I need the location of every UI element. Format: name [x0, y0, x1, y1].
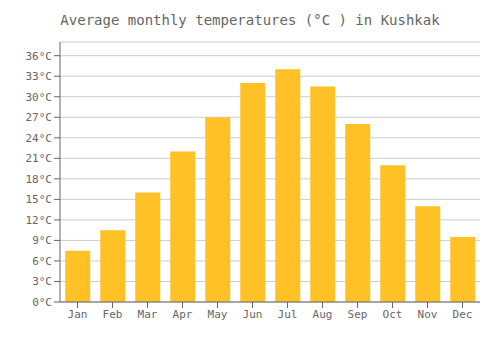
svg-text:Aug: Aug	[313, 308, 333, 321]
svg-text:21°C: 21°C	[26, 152, 53, 165]
svg-text:Oct: Oct	[383, 308, 403, 321]
svg-text:18°C: 18°C	[26, 173, 53, 186]
svg-text:9°C: 9°C	[32, 234, 52, 247]
svg-text:30°C: 30°C	[26, 91, 53, 104]
svg-text:27°C: 27°C	[26, 111, 53, 124]
svg-text:Dec: Dec	[453, 308, 473, 321]
svg-text:36°C: 36°C	[26, 50, 53, 63]
svg-text:6°C: 6°C	[32, 255, 52, 268]
svg-text:Apr: Apr	[173, 308, 193, 321]
svg-text:15°C: 15°C	[26, 193, 53, 206]
svg-text:Jan: Jan	[68, 308, 88, 321]
svg-text:Mar: Mar	[138, 308, 158, 321]
svg-text:Jul: Jul	[278, 308, 298, 321]
svg-text:May: May	[208, 308, 228, 321]
svg-text:Nov: Nov	[418, 308, 438, 321]
svg-text:33°C: 33°C	[26, 70, 53, 83]
svg-text:Jun: Jun	[243, 308, 263, 321]
svg-text:Sep: Sep	[348, 308, 368, 321]
svg-text:24°C: 24°C	[26, 132, 53, 145]
svg-text:Feb: Feb	[103, 308, 123, 321]
svg-text:0°C: 0°C	[32, 296, 52, 309]
html-text:Average monthly temperatures (: Average monthly temperatures (°C ) in Ku…	[60, 12, 440, 28]
svg-text:3°C: 3°C	[32, 275, 52, 288]
svg-text:12°C: 12°C	[26, 214, 53, 227]
